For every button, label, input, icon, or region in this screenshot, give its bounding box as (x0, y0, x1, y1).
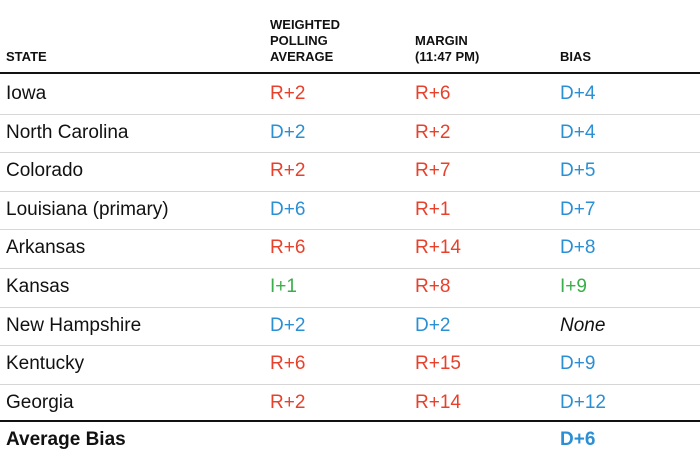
row-divider (0, 268, 700, 269)
state-name: Georgia (6, 391, 74, 413)
cell-value: D+7 (560, 198, 596, 220)
row-divider (0, 383, 700, 385)
cell-value: D+2 (415, 314, 451, 336)
cell-value: D+8 (560, 237, 596, 259)
state-name: Iowa (6, 83, 47, 104)
cell-value: I+1 (270, 276, 297, 297)
state-name: Kentucky (6, 353, 85, 375)
state-name: Arkansas (6, 237, 86, 259)
column-header: STATE (6, 49, 47, 64)
state-name: Louisiana (primary) (6, 198, 169, 220)
header-rule (0, 72, 700, 74)
column-header: BIAS (560, 49, 592, 64)
state-name: New Hampshire (6, 314, 142, 336)
row-divider (0, 306, 700, 308)
cell-value: D+6 (270, 198, 306, 220)
footer-label: Average Bias (6, 429, 126, 450)
row-divider (0, 113, 700, 115)
row-divider (0, 229, 700, 231)
cell-value: R+15 (415, 353, 461, 375)
state-name: Colorado (6, 160, 84, 182)
footer-value: D+6 (560, 429, 596, 450)
cell-value: I+9 (560, 276, 587, 297)
row-divider (0, 345, 700, 347)
cell-value: R+6 (270, 237, 306, 259)
state-name: North Carolina (6, 121, 129, 143)
cell-value: R+2 (270, 160, 306, 182)
row-divider (0, 152, 700, 154)
cell-value: R+6 (415, 83, 451, 104)
column-header: MARGIN (11:47 PM) (415, 33, 480, 64)
state-name: Kansas (6, 276, 70, 297)
cell-value: D+2 (270, 314, 306, 336)
cell-value: D+12 (560, 391, 606, 413)
cell-value: D+4 (560, 121, 596, 143)
cell-value: D+9 (560, 353, 596, 375)
cell-value: R+2 (270, 83, 306, 104)
cell-value: R+1 (415, 198, 451, 220)
cell-value: R+8 (415, 276, 451, 297)
cell-value: D+2 (270, 121, 306, 143)
row-divider (0, 190, 700, 192)
cell-value: R+14 (415, 391, 461, 413)
column-header: WEIGHTED POLLING AVERAGE (270, 17, 341, 64)
cell-value: None (560, 314, 606, 336)
cell-value: R+6 (270, 353, 306, 375)
cell-value: D+4 (560, 83, 596, 104)
cell-value: R+2 (270, 391, 306, 413)
cell-value: R+14 (415, 237, 461, 259)
cell-value: R+7 (415, 160, 451, 182)
cell-value: R+2 (415, 121, 451, 143)
footer-rule (0, 420, 700, 422)
cell-value: D+5 (560, 160, 596, 182)
